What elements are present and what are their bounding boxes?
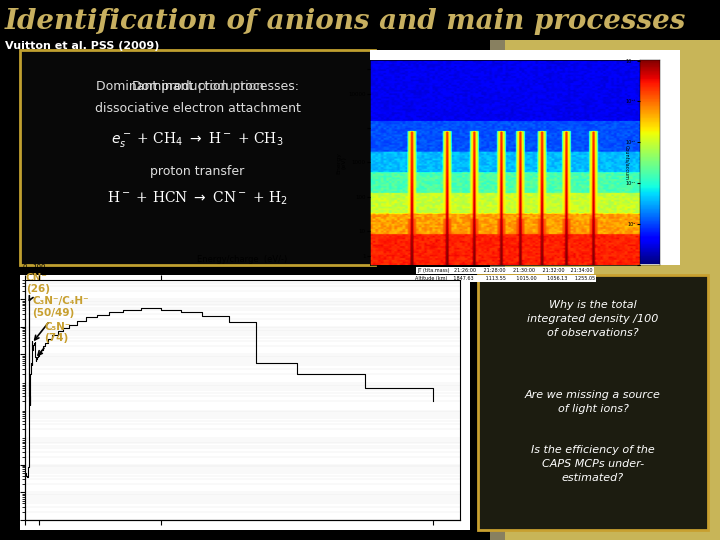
Text: JT (tita.mass)   21:26:00     21:28:00     21:30:00     21:32:00    21:34:00: JT (tita.mass) 21:26:00 21:28:00 21:30:0… [418, 268, 593, 273]
Bar [490, 0, 720, 540]
Text: Is the efficiency of the
CAPS MCPs under-
estimated?: Is the efficiency of the CAPS MCPs under… [531, 445, 655, 483]
Text: C₅N⁻
(74): C₅N⁻ (74) [38, 322, 71, 355]
Bar [478, 275, 708, 530]
Bar [370, 50, 680, 265]
Text: CN⁻
(26): CN⁻ (26) [26, 273, 50, 300]
X-axis label: Energy/charge  (eV/-): Energy/charge (eV/-) [197, 254, 287, 264]
Y-axis label: Energy
(eV): Energy (eV) [336, 152, 347, 173]
Bar [0, 0, 720, 40]
Text: dissociative electron attachment: dissociative electron attachment [94, 102, 300, 115]
Text: Altitude (km)    1847.63        1113.55       1015.00       1056.13     1255.05: Altitude (km) 1847.63 1113.55 1015.00 10… [415, 276, 595, 281]
Bar [20, 275, 470, 530]
Bar [490, 0, 505, 540]
Bar [20, 50, 375, 265]
Text: production: production [197, 80, 265, 93]
Y-axis label: Counts/accum: Counts/accum [624, 145, 629, 180]
Text: Dominant: Dominant [132, 80, 197, 93]
Text: Identification of anions and main processes: Identification of anions and main proces… [5, 8, 686, 35]
Text: Are we missing a source
of light ions?: Are we missing a source of light ions? [525, 390, 661, 414]
Text: Dominant production processes:: Dominant production processes: [96, 80, 299, 93]
Text: proton transfer: proton transfer [150, 165, 245, 178]
Text: $e_s^-$ + CH$_4$ $\rightarrow$ H$^-$ + CH$_3$: $e_s^-$ + CH$_4$ $\rightarrow$ H$^-$ + C… [112, 130, 284, 149]
Text: Why is the total
integrated density /100
of observations?: Why is the total integrated density /100… [527, 300, 659, 338]
Text: H$^-$ + HCN $\rightarrow$ CN$^-$ + H$_2$: H$^-$ + HCN $\rightarrow$ CN$^-$ + H$_2$ [107, 190, 288, 207]
Text: C₃N⁻/C₄H⁻
(50/49): C₃N⁻/C₄H⁻ (50/49) [32, 296, 89, 340]
Text: Vuitton et al. PSS (2009): Vuitton et al. PSS (2009) [5, 41, 159, 51]
